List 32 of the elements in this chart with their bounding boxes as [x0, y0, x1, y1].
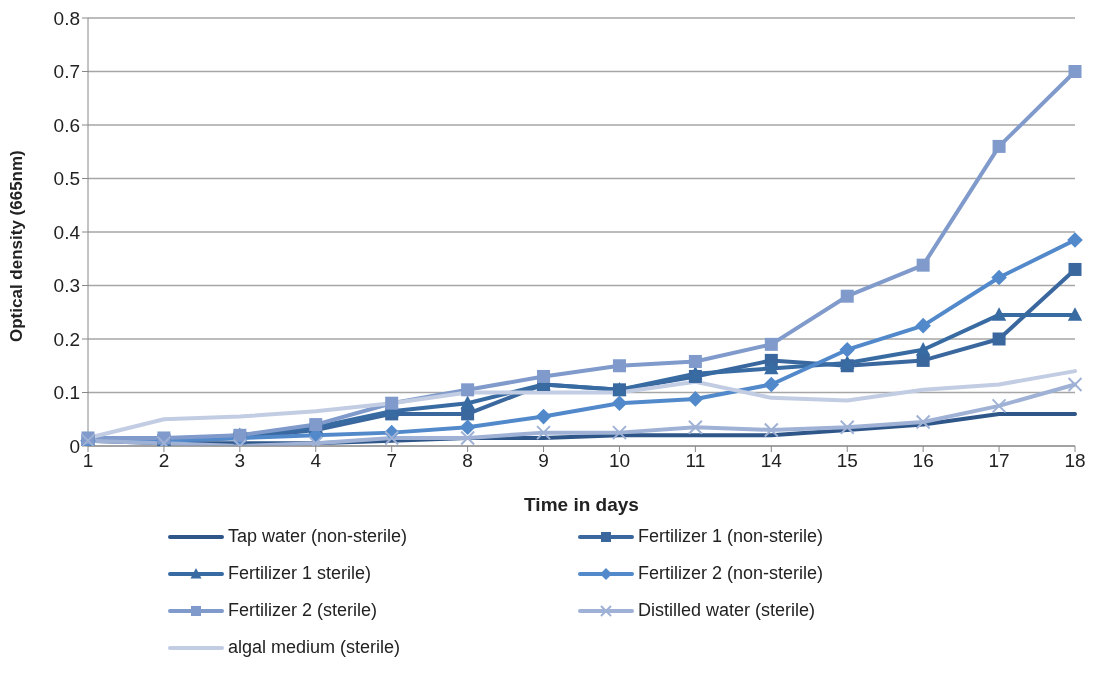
x-tick-label: 16	[912, 450, 934, 472]
x-tick-label: 7	[386, 450, 397, 472]
y-tick-label: 0.4	[53, 221, 81, 243]
x-tick-label: 9	[538, 450, 549, 472]
x-tick-label: 18	[1064, 450, 1086, 472]
legend-label: Fertilizer 2 (non-sterile)	[638, 563, 824, 584]
y-tick-label: 0.5	[53, 168, 80, 190]
y-axis-title: Optical density (665nm)	[7, 150, 27, 342]
y-tick-label: 0.6	[53, 114, 80, 136]
x-tick-label: 3	[234, 450, 246, 472]
legend-label: Fertilizer 2 (sterile)	[228, 600, 378, 621]
y-tick-label: 0	[69, 435, 80, 457]
x-tick-label: 8	[462, 450, 473, 472]
x-tick-label: 14	[760, 450, 783, 472]
x-tick-label: 10	[608, 450, 631, 472]
x-tick-label: 4	[310, 450, 322, 472]
y-tick-label: 0.2	[53, 328, 80, 350]
x-tick-label: 15	[836, 450, 858, 472]
legend-label: algal medium (sterile)	[228, 637, 401, 658]
legend-label: Distilled water (sterile)	[638, 600, 816, 621]
x-tick-label: 17	[988, 450, 1010, 472]
y-tick-label: 0.8	[53, 7, 80, 29]
legend-label: Fertilizer 1 (non-sterile)	[638, 526, 824, 547]
y-tick-label: 0.7	[53, 61, 80, 83]
y-tick-label: 0.1	[53, 382, 80, 404]
x-tick-label: 1	[82, 450, 94, 472]
x-tick-label: 11	[685, 450, 706, 472]
y-tick-label: 0.3	[53, 275, 80, 297]
legend-label: Fertilizer 1 sterile)	[228, 563, 372, 584]
x-tick-label: 2	[158, 450, 170, 472]
x-axis-title: Time in days	[524, 494, 639, 515]
legend-label: Tap water (non-sterile)	[228, 526, 408, 547]
